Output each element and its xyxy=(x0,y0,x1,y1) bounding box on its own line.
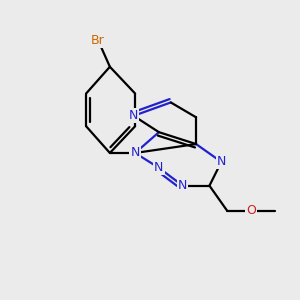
Text: N: N xyxy=(217,155,226,168)
Text: N: N xyxy=(178,179,188,192)
Text: Br: Br xyxy=(91,34,105,46)
Text: N: N xyxy=(130,146,140,160)
Text: O: O xyxy=(246,204,256,218)
Text: N: N xyxy=(154,161,164,174)
Text: N: N xyxy=(129,109,138,122)
